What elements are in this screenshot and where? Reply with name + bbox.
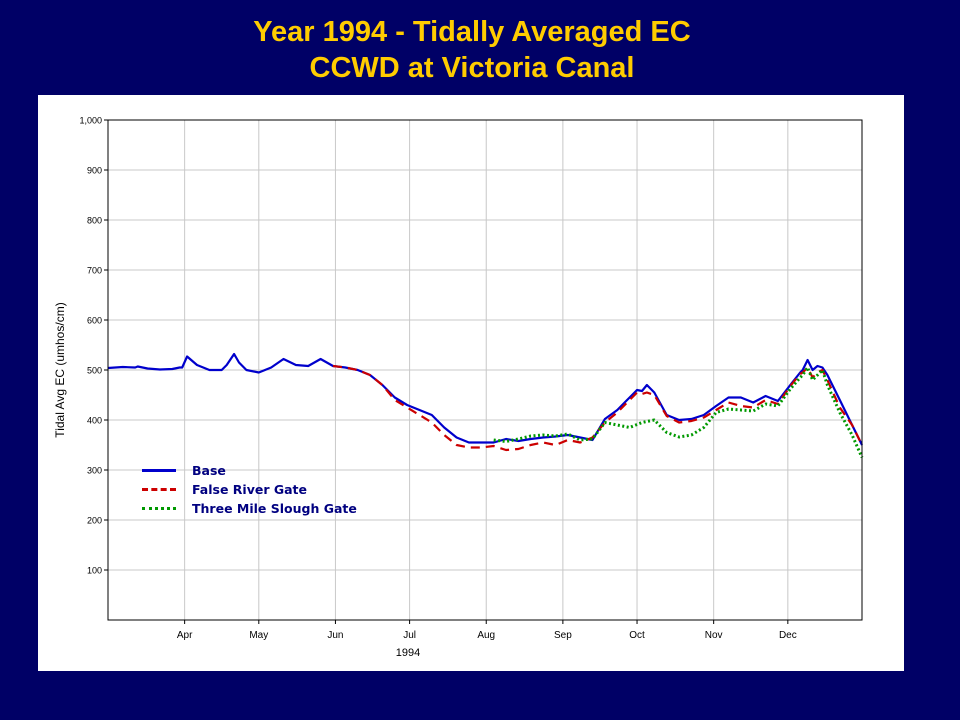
slide-title-line1: Year 1994 - Tidally Averaged EC [253,16,691,48]
legend-item-three-mile-slough-gate: Three Mile Slough Gate [142,499,357,518]
x-tick-label: Aug [477,630,495,641]
series-line-base [107,352,863,446]
series-lines [107,352,864,459]
y-tick-label: 700 [87,266,102,276]
legend-swatch-false-river-gate [142,488,176,491]
y-axis-ticks: 100 200 300 400 500 600 700 800 900 1,000 [79,116,108,576]
series-line-false-river-gate [332,364,863,452]
x-tick-label: Jun [327,630,343,641]
y-tick-label: 900 [87,166,102,176]
x-axis-title: 1994 [396,647,420,659]
y-axis-title: Tidal Avg EC (umhos/cm) [53,302,67,437]
legend-swatch-three-mile-slough-gate [142,507,176,510]
x-tick-label: Nov [705,630,723,641]
y-tick-label: 200 [87,516,102,526]
legend-item-base: Base [142,461,357,480]
legend-label-base: Base [192,463,226,478]
x-tick-label: May [249,630,268,641]
legend-label-false-river-gate: False River Gate [192,482,307,497]
legend-item-false-river-gate: False River Gate [142,480,357,499]
legend-swatch-base [142,469,176,472]
x-tick-label: Jul [403,630,416,641]
x-tick-label: Sep [554,630,572,641]
y-tick-label: 300 [87,466,102,476]
y-tick-label: 800 [87,216,102,226]
x-tick-label: Oct [629,630,645,641]
chart-panel: 100 200 300 400 500 600 700 800 900 1,000 Apr May J… [38,95,904,671]
legend-label-three-mile-slough-gate: Three Mile Slough Gate [192,501,357,516]
series-line-three-mile-slough-gate [493,366,864,459]
grid [108,119,862,620]
x-axis-ticks: Apr May Jun Jul Aug Sep Oct Nov Dec [177,620,797,641]
legend: Base False River Gate Three Mile Slough … [142,461,357,518]
x-tick-label: Apr [177,630,193,641]
y-tick-label: 100 [87,566,102,576]
x-tick-label: Dec [779,630,797,641]
slide-title: Year 1994 - Tidally Averaged EC CCWD at … [0,14,944,86]
y-tick-label: 1,000 [79,116,102,126]
line-chart: 100 200 300 400 500 600 700 800 900 1,000 Apr May J… [53,116,864,659]
slide-title-line2: CCWD at Victoria Canal [309,52,635,84]
y-tick-label: 600 [87,316,102,326]
y-tick-label: 400 [87,416,102,426]
y-tick-label: 500 [87,366,102,376]
